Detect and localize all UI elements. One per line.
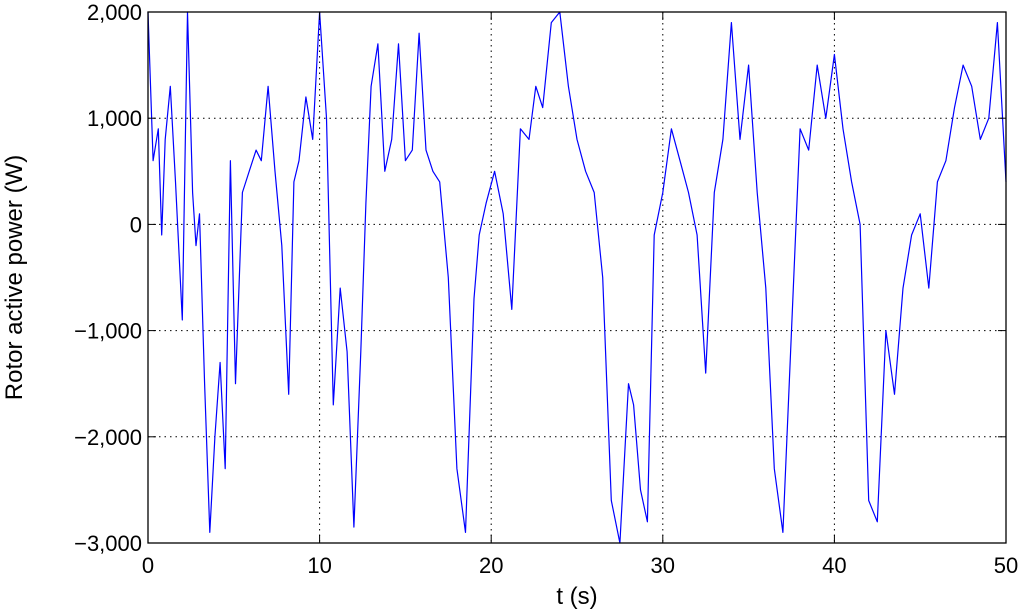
series-line [147,11,1007,544]
x-tick-label: 10 [307,553,331,578]
x-tick-label: 30 [651,553,675,578]
plot-frame [147,11,1007,544]
y-tick-label: 2,000 [87,0,142,25]
y-tick-label: −2,000 [74,425,142,450]
y-tick-label: −3,000 [74,531,142,556]
y-tick-label: −1,000 [74,319,142,344]
tick-labels: 0 10 20 30 40 50 2,000 1,000 0 −1,000 −2,000 −3,000 [74,0,1018,578]
y-tick-label: 1,000 [87,106,142,131]
axis-ticks [147,11,1007,544]
x-tick-label: 20 [479,553,503,578]
y-tick-label: 0 [130,212,142,237]
x-tick-label: 50 [994,553,1018,578]
x-tick-label: 0 [142,553,154,578]
x-tick-label: 40 [822,553,846,578]
series-group [147,11,1007,544]
x-axis-label: t (s) [556,583,597,610]
y-axis-label: Rotor active power (W) [1,155,28,400]
